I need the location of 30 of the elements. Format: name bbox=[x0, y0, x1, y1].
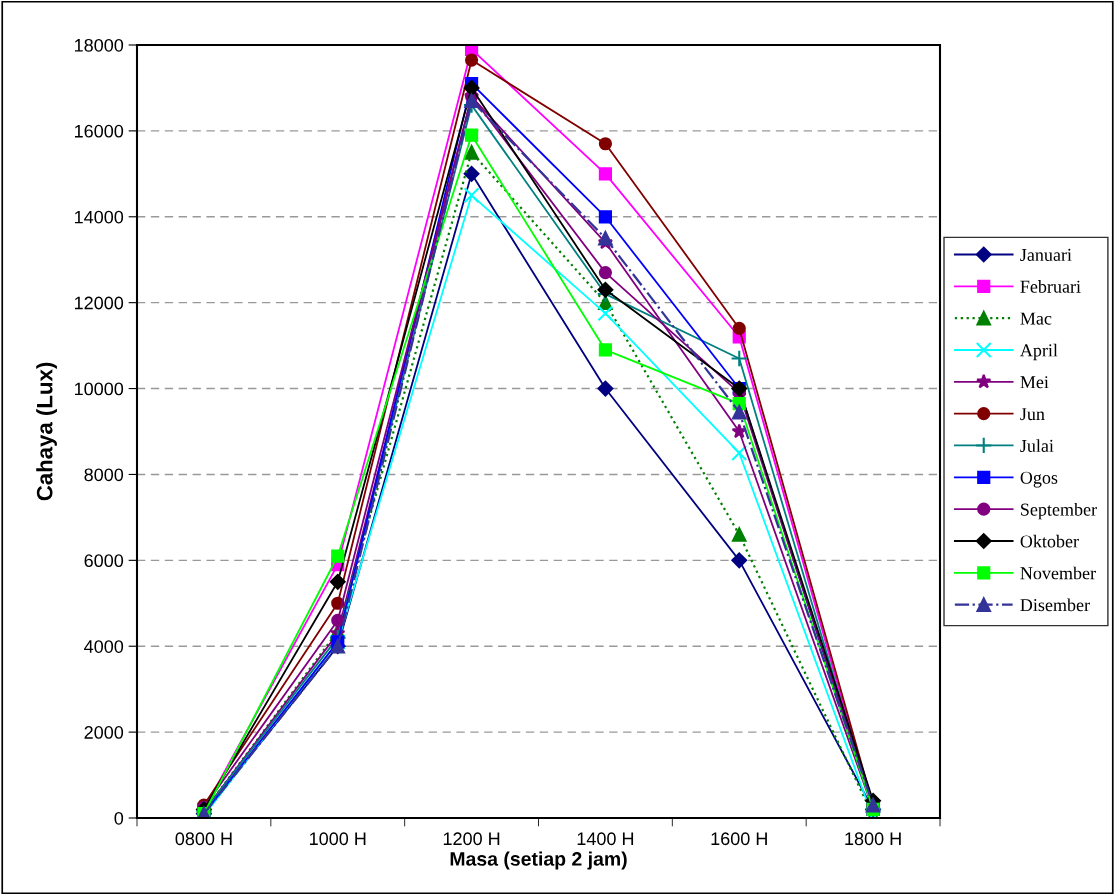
legend-label: Februari bbox=[1020, 280, 1081, 293]
y-tick-label: 0 bbox=[114, 811, 124, 825]
legend-label: April bbox=[1020, 343, 1058, 361]
legend-label: Januari bbox=[1020, 248, 1072, 261]
y-tick-label: 4000 bbox=[84, 640, 124, 653]
x-tick-label: 1200 H bbox=[443, 832, 500, 846]
x-tick-label: 1000 H bbox=[310, 832, 366, 846]
x-tick-label: 0800 H bbox=[175, 832, 232, 846]
legend-label: Jun bbox=[1020, 408, 1045, 421]
legend-label: Ogos bbox=[1020, 471, 1058, 488]
legend-label: Mei bbox=[1020, 376, 1049, 389]
legend-label: Oktober bbox=[1020, 534, 1079, 548]
y-axis-title: Cahaya (Lux) bbox=[36, 362, 57, 501]
legend-label: November bbox=[1020, 566, 1096, 580]
y-tick-label: 14000 bbox=[74, 210, 124, 224]
y-tick-label: 6000 bbox=[84, 554, 124, 568]
x-tick-label: 1600 H bbox=[711, 832, 767, 846]
legend-label: Julai bbox=[1020, 439, 1054, 452]
y-tick-label: 18000 bbox=[74, 38, 124, 52]
y-tick-label: 10000 bbox=[74, 382, 124, 396]
x-tick-label: 1400 H bbox=[577, 832, 634, 846]
y-tick-label: 2000 bbox=[84, 726, 124, 739]
y-tick-label: 12000 bbox=[74, 296, 124, 310]
x-axis-title: Masa (setiap 2 jam) bbox=[450, 851, 627, 870]
x-tick-label: 1800 H bbox=[845, 832, 901, 846]
legend-label: Mac bbox=[1020, 312, 1052, 325]
legend-label: September bbox=[1021, 502, 1097, 520]
y-tick-label: 8000 bbox=[84, 468, 124, 482]
legend-label: Disember bbox=[1020, 598, 1090, 612]
y-tick-label: 16000 bbox=[74, 124, 124, 138]
